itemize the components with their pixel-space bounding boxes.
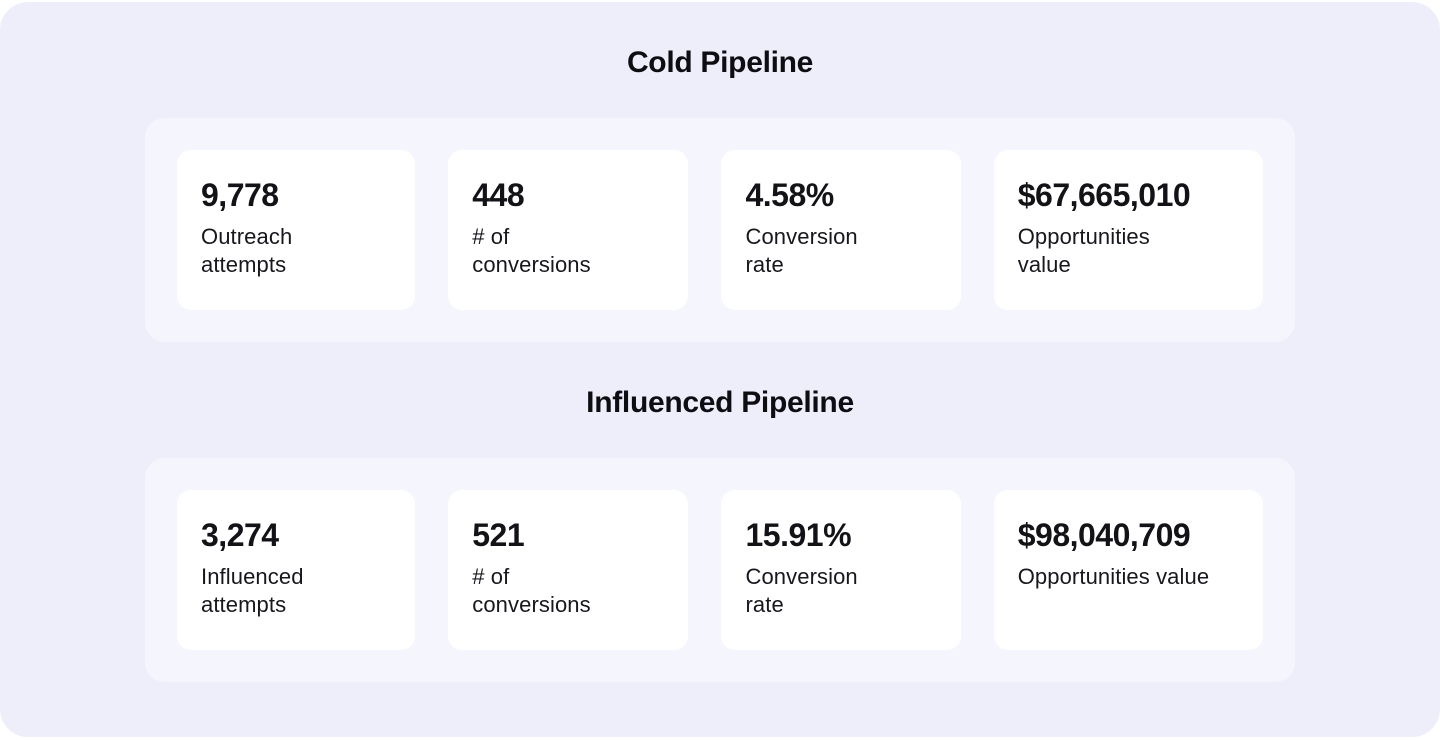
section-influenced-pipeline: Influenced Pipeline 3,274 Influenced att… xyxy=(0,342,1440,682)
influenced-pipeline-panel: 3,274 Influenced attempts 521 # of conve… xyxy=(145,458,1295,682)
influenced-opportunities-value: $98,040,709 xyxy=(1017,517,1191,553)
influenced-conversion-rate-label: Conversion rate xyxy=(745,564,858,617)
stat-card-influenced-attempts: 3,274 Influenced attempts xyxy=(177,490,416,650)
stat-card-influenced-conversions: 521 # of conversions xyxy=(448,490,689,650)
section-cold-pipeline: Cold Pipeline 9,778 Outreach attempts 44… xyxy=(0,2,1440,342)
cold-conversion-rate-value: 4.58% xyxy=(745,177,834,213)
cold-conversions-value: 448 xyxy=(472,177,525,213)
stat-card-cold-conversion-rate: 4.58% Conversion rate xyxy=(721,150,961,310)
influenced-conversions-label: # of conversions xyxy=(472,564,591,617)
cold-pipeline-panel: 9,778 Outreach attempts 448 # of convers… xyxy=(145,118,1295,342)
outreach-attempts-value: 9,778 xyxy=(201,177,279,213)
stat-card-influenced-conversion-rate: 15.91% Conversion rate xyxy=(721,490,961,650)
cold-opportunities-value: $67,665,010 xyxy=(1017,177,1191,213)
influenced-opportunities-label: Opportunities value xyxy=(1017,564,1210,589)
stat-card-cold-opportunities-value: $67,665,010 Opportunities value xyxy=(993,150,1263,310)
influenced-attempts-label: Influenced attempts xyxy=(201,564,304,617)
influenced-conversions-value: 521 xyxy=(472,517,525,553)
outreach-attempts-label: Outreach attempts xyxy=(201,224,293,277)
stat-card-cold-conversions: 448 # of conversions xyxy=(448,150,689,310)
influenced-attempts-value: 3,274 xyxy=(201,517,279,553)
cold-opportunities-label: Opportunities value xyxy=(1017,224,1150,277)
stat-card-outreach-attempts: 9,778 Outreach attempts xyxy=(177,150,416,310)
cold-conversion-rate-label: Conversion rate xyxy=(745,224,858,277)
cold-pipeline-title: Cold Pipeline xyxy=(626,46,814,79)
stat-card-influenced-opportunities-value: $98,040,709 Opportunities value xyxy=(993,490,1263,650)
cold-conversions-label: # of conversions xyxy=(472,224,591,277)
influenced-conversion-rate-value: 15.91% xyxy=(745,517,852,553)
influenced-pipeline-title: Influenced Pipeline xyxy=(586,386,854,419)
